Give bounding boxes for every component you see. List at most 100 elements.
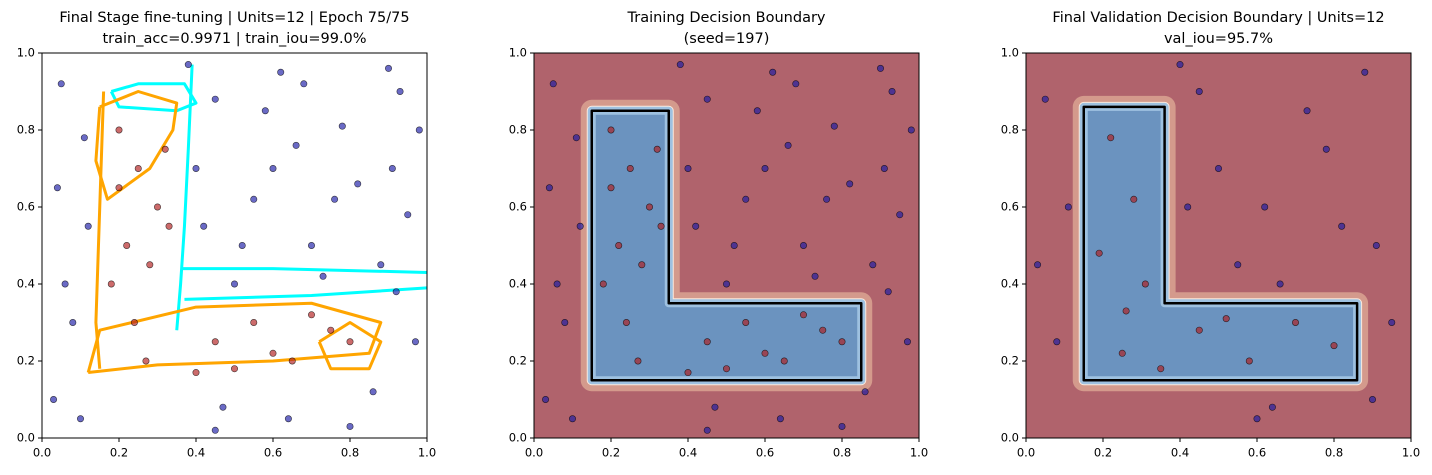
- y-tick-label: 1.0: [509, 46, 527, 60]
- data-point: [880, 165, 888, 173]
- x-tick-label: 0.2: [1094, 446, 1112, 460]
- y-tick-label: 0.8: [1001, 123, 1019, 137]
- data-point: [250, 318, 258, 326]
- data-point: [1245, 357, 1253, 365]
- data-point: [250, 195, 258, 203]
- y-tick-label: 0.0: [509, 431, 527, 445]
- plot-area: [50, 61, 427, 434]
- data-point: [549, 80, 557, 88]
- data-point: [165, 222, 173, 230]
- data-point: [634, 357, 642, 365]
- data-point: [219, 403, 227, 411]
- data-point: [292, 141, 300, 149]
- data-point: [331, 195, 339, 203]
- data-point: [711, 403, 719, 411]
- data-point: [134, 165, 142, 173]
- data-point: [1095, 249, 1103, 257]
- y-tick-label: 0.2: [17, 354, 35, 368]
- data-point: [645, 203, 653, 211]
- x-tick-label: 0.6: [756, 446, 774, 460]
- x-tick-label: 0.4: [679, 446, 697, 460]
- data-point: [1322, 145, 1330, 153]
- data-point: [896, 211, 904, 219]
- data-point: [572, 134, 580, 142]
- decision-boundary: [1082, 105, 1359, 382]
- y-tick-label: 0.2: [1001, 354, 1019, 368]
- data-point: [799, 311, 807, 319]
- y-tick-label: 0.6: [509, 200, 527, 214]
- chart-title: Final Stage fine-tuning | Units=12 | Epo…: [59, 10, 409, 26]
- data-point: [384, 64, 392, 72]
- data-point: [346, 338, 354, 346]
- data-point: [1261, 203, 1269, 211]
- data-point: [84, 222, 92, 230]
- data-point: [761, 349, 769, 357]
- data-point: [823, 195, 831, 203]
- x-tick-label: 0.4: [1171, 446, 1189, 460]
- data-point: [1041, 95, 1049, 103]
- axes-frame: [41, 52, 428, 439]
- unit-line: [86, 301, 383, 375]
- data-point: [1222, 315, 1230, 323]
- y-tick-label: 0.4: [17, 277, 35, 291]
- unit-line: [175, 64, 194, 331]
- data-point: [907, 126, 915, 134]
- data-point: [553, 280, 561, 288]
- data-point: [819, 326, 827, 334]
- data-point: [142, 357, 150, 365]
- data-point: [1130, 195, 1138, 203]
- data-point: [742, 195, 750, 203]
- data-point: [411, 338, 419, 346]
- data-point: [730, 242, 738, 250]
- data-point: [396, 88, 404, 96]
- data-point: [115, 184, 123, 192]
- data-point: [69, 318, 77, 326]
- y-tick-label: 0.8: [17, 123, 35, 137]
- data-point: [231, 365, 239, 373]
- data-point: [846, 180, 854, 188]
- data-point: [277, 68, 285, 76]
- data-point: [888, 88, 896, 96]
- data-point: [838, 422, 846, 430]
- data-point: [115, 126, 123, 134]
- data-point: [561, 318, 569, 326]
- panel: Training Decision Boundary(seed=197)0.0 0…: [509, 10, 928, 460]
- data-point: [211, 426, 219, 434]
- data-point: [388, 165, 396, 173]
- data-point: [307, 311, 315, 319]
- data-point: [1195, 326, 1203, 334]
- data-point: [284, 415, 292, 423]
- data-point: [653, 145, 661, 153]
- x-tick-label: 1.0: [1402, 446, 1420, 460]
- chart-subtitle: train_acc=0.9971 | train_iou=99.0%: [102, 31, 366, 47]
- x-tick-label: 0.0: [525, 446, 543, 460]
- data-point: [1292, 318, 1300, 326]
- data-point: [722, 365, 730, 373]
- plot-area: [534, 53, 919, 438]
- data-point: [722, 280, 730, 288]
- decision-boundary: [590, 109, 863, 382]
- y-tick-label: 1.0: [1001, 46, 1019, 60]
- data-point: [319, 272, 327, 280]
- data-point: [77, 415, 85, 423]
- unit-line: [109, 82, 198, 113]
- x-tick-label: 0.2: [110, 446, 128, 460]
- x-tick-label: 0.8: [833, 446, 851, 460]
- panel: Final Validation Decision Boundary | Uni…: [1001, 10, 1420, 460]
- data-point: [200, 222, 208, 230]
- y-tick-label: 0.2: [509, 354, 527, 368]
- data-point: [1338, 222, 1346, 230]
- data-point: [1303, 107, 1311, 115]
- data-point: [1176, 61, 1184, 69]
- data-point: [599, 280, 607, 288]
- y-tick-label: 0.6: [17, 200, 35, 214]
- data-point: [107, 280, 115, 288]
- data-point: [703, 95, 711, 103]
- data-point: [369, 388, 377, 396]
- data-point: [542, 395, 550, 403]
- data-point: [1064, 203, 1072, 211]
- data-point: [692, 222, 700, 230]
- data-point: [404, 211, 412, 219]
- data-point: [211, 95, 219, 103]
- data-point: [830, 122, 838, 130]
